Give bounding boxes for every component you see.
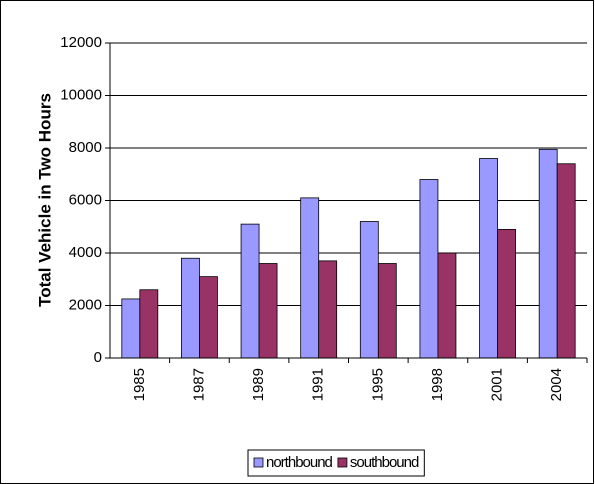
y-tick-label: 12000: [60, 34, 102, 51]
y-tick-label: 4000: [69, 244, 102, 261]
bar: [556, 163, 576, 359]
bar: [437, 252, 457, 359]
x-tick-label: 1985: [131, 368, 148, 401]
x-tick-label: 1991: [310, 368, 327, 401]
bar: [300, 197, 320, 359]
bar: [240, 223, 260, 359]
legend-label: northbound: [266, 454, 333, 471]
bar: [497, 228, 516, 359]
x-tick-label: 1998: [429, 368, 446, 401]
x-tick-label: 2004: [548, 368, 565, 401]
legend-box: [247, 449, 425, 477]
x-tick-label: 1987: [190, 368, 207, 401]
y-tick-label: 2000: [69, 296, 102, 313]
y-tick-label: 0: [94, 349, 102, 366]
bar: [199, 276, 218, 359]
y-axis-title: Total Vehicle in Two Hours: [35, 93, 54, 307]
bar: [359, 221, 379, 359]
x-tick-label: 2001: [489, 368, 506, 401]
y-tick-label: 10000: [60, 86, 102, 103]
legend-label: southbound: [350, 454, 419, 471]
bar: [377, 263, 397, 359]
x-tick-label: 1989: [250, 368, 267, 401]
bar: [139, 289, 159, 359]
bar: [419, 179, 439, 359]
bar: [121, 298, 141, 359]
bar: [318, 260, 338, 359]
y-tick-label: 8000: [69, 139, 102, 156]
bar: [538, 148, 558, 359]
legend-swatch: [337, 457, 348, 468]
x-tick-label: 1995: [369, 368, 386, 401]
bar: [258, 263, 278, 359]
bar: [181, 257, 200, 359]
bar: [479, 158, 498, 359]
legend-swatch: [253, 457, 264, 468]
y-tick-label: 6000: [69, 191, 102, 208]
